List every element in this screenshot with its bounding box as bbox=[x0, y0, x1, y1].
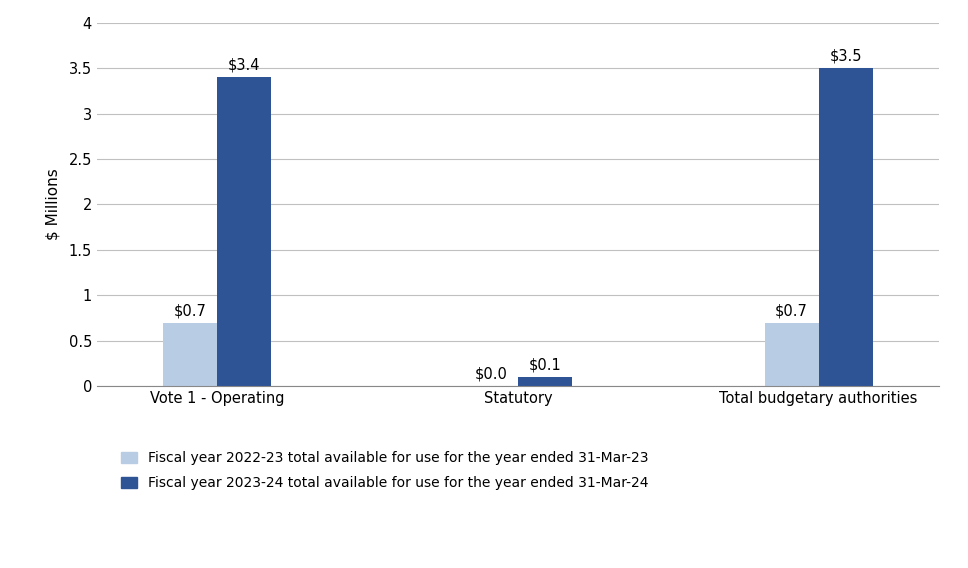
Text: $0.0: $0.0 bbox=[474, 367, 507, 382]
Bar bbox=[819, 68, 873, 386]
Bar bbox=[765, 323, 819, 386]
Bar bbox=[163, 323, 217, 386]
Text: $3.4: $3.4 bbox=[227, 58, 260, 73]
Bar bbox=[518, 377, 572, 386]
Text: $0.1: $0.1 bbox=[529, 358, 561, 373]
Legend: Fiscal year 2022-23 total available for use for the year ended 31-Mar-23, Fiscal: Fiscal year 2022-23 total available for … bbox=[121, 452, 649, 490]
Text: $0.7: $0.7 bbox=[775, 303, 808, 318]
Y-axis label: $ Millions: $ Millions bbox=[45, 169, 60, 240]
Text: $3.5: $3.5 bbox=[830, 49, 862, 64]
Bar bbox=[217, 77, 271, 386]
Text: $0.7: $0.7 bbox=[173, 303, 206, 318]
